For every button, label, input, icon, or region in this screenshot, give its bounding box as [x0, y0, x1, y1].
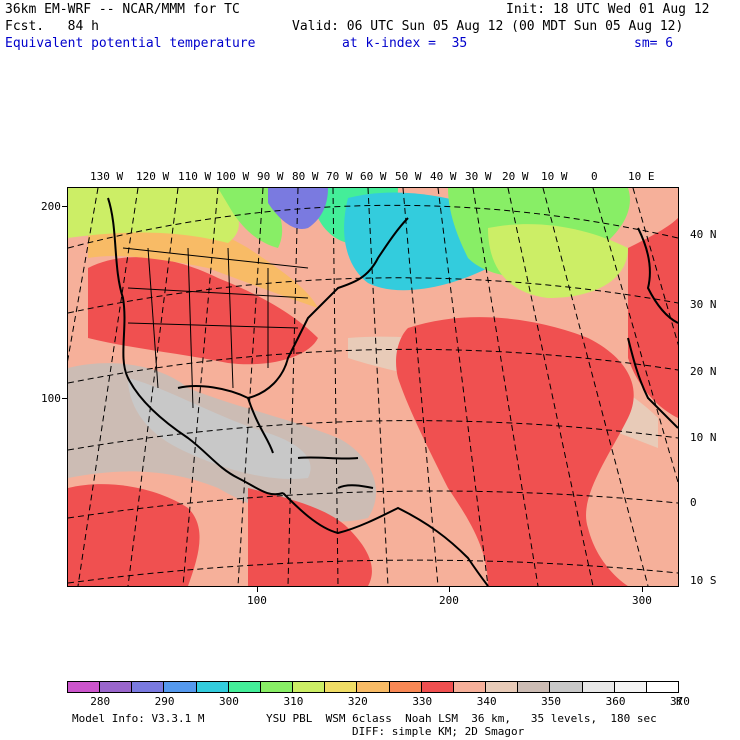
grid-x-label: 300	[632, 594, 652, 607]
colorbar-swatch	[582, 682, 615, 692]
colorbar-unit: K	[676, 695, 683, 708]
colorbar-label: 300	[219, 695, 239, 708]
lat-label: 30 N	[690, 298, 717, 311]
colorbar-swatch	[196, 682, 229, 692]
map-canvas	[68, 188, 678, 586]
colorbar-swatch	[357, 682, 390, 692]
x-tick	[449, 587, 450, 592]
colorbar-swatch	[518, 682, 551, 692]
x-tick	[642, 587, 643, 592]
colorbar-swatch	[486, 682, 519, 692]
colorbar-swatch	[68, 682, 101, 692]
coastlines	[107, 197, 678, 586]
lon-label: 20 W	[502, 170, 529, 183]
y-tick	[62, 398, 67, 399]
colorbar-label: 360	[605, 695, 626, 708]
level-label: at k-index = 35	[342, 36, 468, 51]
lon-label: 90 W	[257, 170, 284, 183]
colorbar-label: 320	[347, 695, 368, 708]
colorbar-label: 280	[90, 695, 111, 708]
physics-info-1: YSU PBL WSM 6class Noah LSM 36 km, 35 le…	[266, 712, 657, 725]
high-theta-e-atlantic	[396, 317, 634, 586]
mid-theta-e-canada	[68, 188, 239, 243]
lon-label: 40 W	[430, 170, 457, 183]
lon-label: 130 W	[90, 170, 124, 183]
mid-theta-e-north-us	[88, 217, 318, 308]
colorbar-swatch	[132, 682, 165, 692]
field-name: Equivalent potential temperature	[5, 36, 256, 51]
colorbar-swatch	[325, 682, 358, 692]
y-tick	[62, 206, 67, 207]
grid-x-label: 100	[247, 594, 267, 607]
lon-label: 100 W	[216, 170, 250, 183]
high-theta-e-pacific	[68, 484, 200, 586]
colorbar-swatch	[453, 682, 487, 692]
colorbar-swatch	[100, 682, 133, 692]
colorbar	[67, 681, 679, 693]
colorbar-swatch	[550, 682, 583, 692]
lat-label: 10 S	[690, 574, 717, 587]
colorbar-label: 330	[412, 695, 433, 708]
colorbar-swatch	[614, 682, 647, 692]
lon-label: 30 W	[465, 170, 492, 183]
lon-label: 120 W	[136, 170, 170, 183]
init-time: Init: 18 UTC Wed 01 Aug 12	[506, 2, 710, 17]
graticule	[68, 188, 678, 586]
colorbar-swatch	[389, 682, 422, 692]
high-theta-e-us	[88, 257, 318, 365]
lon-label: 10 E	[628, 170, 655, 183]
colorbar-swatch	[646, 682, 678, 692]
cold-theta-e-hudson	[268, 188, 328, 229]
model-title: 36km EM-WRF -- NCAR/MMM for TC	[5, 2, 240, 17]
colorbar-label: 340	[476, 695, 497, 708]
grid-y-label: 200	[41, 200, 61, 213]
theta-e-map	[67, 187, 679, 587]
colorbar-swatch	[421, 682, 454, 692]
colorbar-label: 310	[283, 695, 304, 708]
colorbar-swatch	[293, 682, 326, 692]
physics-info-2: DIFF: simple KM; 2D Smagor	[352, 725, 525, 738]
colorbar-label: 350	[541, 695, 562, 708]
colorbar-label: 370	[670, 695, 690, 708]
valid-time: Valid: 06 UTC Sun 05 Aug 12 (00 MDT Sun …	[292, 19, 684, 34]
lon-label: 80 W	[292, 170, 319, 183]
colorbar-swatch	[228, 682, 261, 692]
colorbar-swatch	[260, 682, 294, 692]
mid-theta-e-atlantic-2	[488, 224, 628, 298]
lat-label: 0	[690, 496, 697, 509]
grid-x-label: 200	[439, 594, 459, 607]
gray-band	[128, 378, 311, 479]
colorbar-label: 290	[154, 695, 175, 708]
lon-label: 60 W	[360, 170, 387, 183]
colorbar-swatch	[164, 682, 197, 692]
lon-label: 110 W	[178, 170, 212, 183]
x-tick	[257, 587, 258, 592]
lon-label: 70 W	[326, 170, 353, 183]
forecast-hour: Fcst. 84 h	[5, 19, 99, 34]
cool-theta-e-canada	[218, 188, 283, 248]
lon-label: 10 W	[541, 170, 568, 183]
smoothing-label: sm= 6	[634, 36, 674, 51]
political-borders	[122, 247, 309, 409]
lon-label: 0	[591, 170, 598, 183]
model-info: Model Info: V3.3.1 M	[72, 712, 205, 725]
lat-label: 10 N	[690, 431, 717, 444]
lon-label: 50 W	[395, 170, 422, 183]
grid-y-label: 100	[41, 392, 61, 405]
lat-label: 40 N	[690, 228, 717, 241]
lat-label: 20 N	[690, 365, 717, 378]
